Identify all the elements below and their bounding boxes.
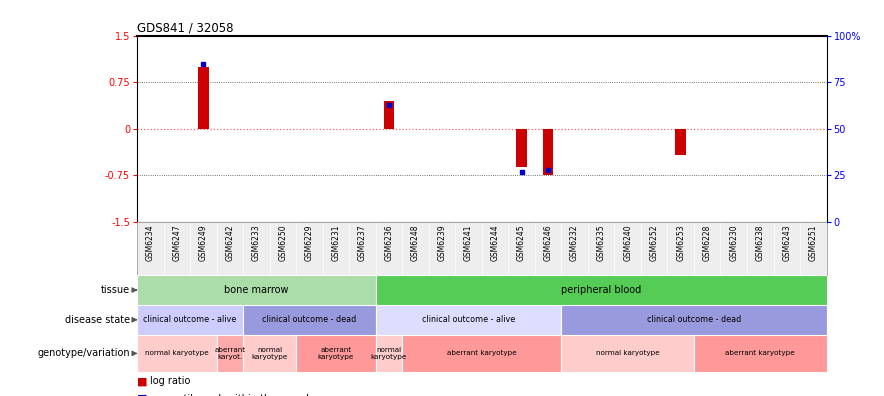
- Text: GSM6250: GSM6250: [278, 225, 287, 261]
- Text: aberrant
karyot.: aberrant karyot.: [214, 347, 246, 360]
- Text: normal karyotype: normal karyotype: [596, 350, 659, 356]
- Text: GSM6249: GSM6249: [199, 225, 208, 261]
- Text: GSM6247: GSM6247: [172, 225, 181, 261]
- Text: normal
karyotype: normal karyotype: [251, 347, 288, 360]
- Bar: [376, 275, 827, 305]
- Text: GSM6242: GSM6242: [225, 225, 234, 261]
- Bar: [516, 129, 527, 167]
- Text: normal karyotype: normal karyotype: [145, 350, 209, 356]
- Text: normal
karyotype: normal karyotype: [370, 347, 408, 360]
- Bar: [137, 335, 217, 372]
- Text: GSM6229: GSM6229: [305, 225, 314, 261]
- Text: clinical outcome - dead: clinical outcome - dead: [647, 315, 741, 324]
- Bar: [243, 305, 376, 335]
- Bar: [402, 335, 561, 372]
- Bar: [561, 305, 827, 335]
- Text: log ratio: log ratio: [150, 376, 191, 386]
- Bar: [376, 305, 561, 335]
- Text: tissue: tissue: [101, 285, 130, 295]
- Bar: [543, 129, 553, 175]
- Bar: [561, 335, 694, 372]
- Bar: [198, 67, 209, 129]
- Bar: [694, 335, 827, 372]
- Text: GSM6238: GSM6238: [756, 225, 765, 261]
- Bar: [137, 275, 376, 305]
- Bar: [376, 335, 402, 372]
- Text: GSM6244: GSM6244: [491, 225, 499, 261]
- Bar: [137, 305, 243, 335]
- Text: GDS841 / 32058: GDS841 / 32058: [137, 21, 233, 34]
- Text: GSM6233: GSM6233: [252, 225, 261, 261]
- Text: clinical outcome - alive: clinical outcome - alive: [143, 315, 237, 324]
- Text: aberrant
karyotype: aberrant karyotype: [317, 347, 354, 360]
- Text: disease state: disease state: [65, 315, 130, 325]
- Text: GSM6234: GSM6234: [146, 225, 155, 261]
- Bar: [243, 335, 296, 372]
- Text: bone marrow: bone marrow: [225, 285, 288, 295]
- Text: GSM6243: GSM6243: [782, 225, 791, 261]
- Text: GSM6237: GSM6237: [358, 225, 367, 261]
- Text: clinical outcome - alive: clinical outcome - alive: [422, 315, 515, 324]
- Text: clinical outcome - dead: clinical outcome - dead: [263, 315, 356, 324]
- Bar: [296, 335, 376, 372]
- Text: GSM6245: GSM6245: [517, 225, 526, 261]
- Text: aberrant karyotype: aberrant karyotype: [447, 350, 516, 356]
- Text: GSM6248: GSM6248: [411, 225, 420, 261]
- Bar: [384, 101, 394, 129]
- Text: GSM6235: GSM6235: [597, 225, 606, 261]
- Text: GSM6240: GSM6240: [623, 225, 632, 261]
- Text: GSM6246: GSM6246: [544, 225, 552, 261]
- Bar: [675, 129, 686, 155]
- Text: ■: ■: [137, 394, 148, 396]
- Bar: [217, 335, 243, 372]
- Text: GSM6231: GSM6231: [332, 225, 340, 261]
- Text: GSM6232: GSM6232: [570, 225, 579, 261]
- Text: GSM6251: GSM6251: [809, 225, 818, 261]
- Text: GSM6228: GSM6228: [703, 225, 712, 261]
- Text: ■: ■: [137, 376, 148, 386]
- Text: GSM6239: GSM6239: [438, 225, 446, 261]
- Text: GSM6236: GSM6236: [385, 225, 393, 261]
- Text: peripheral blood: peripheral blood: [561, 285, 641, 295]
- Text: GSM6253: GSM6253: [676, 225, 685, 261]
- Text: percentile rank within the sample: percentile rank within the sample: [150, 394, 316, 396]
- Text: GSM6241: GSM6241: [464, 225, 473, 261]
- Text: aberrant karyotype: aberrant karyotype: [726, 350, 795, 356]
- Text: GSM6230: GSM6230: [729, 225, 738, 261]
- Text: GSM6252: GSM6252: [650, 225, 659, 261]
- Text: genotype/variation: genotype/variation: [37, 348, 130, 358]
